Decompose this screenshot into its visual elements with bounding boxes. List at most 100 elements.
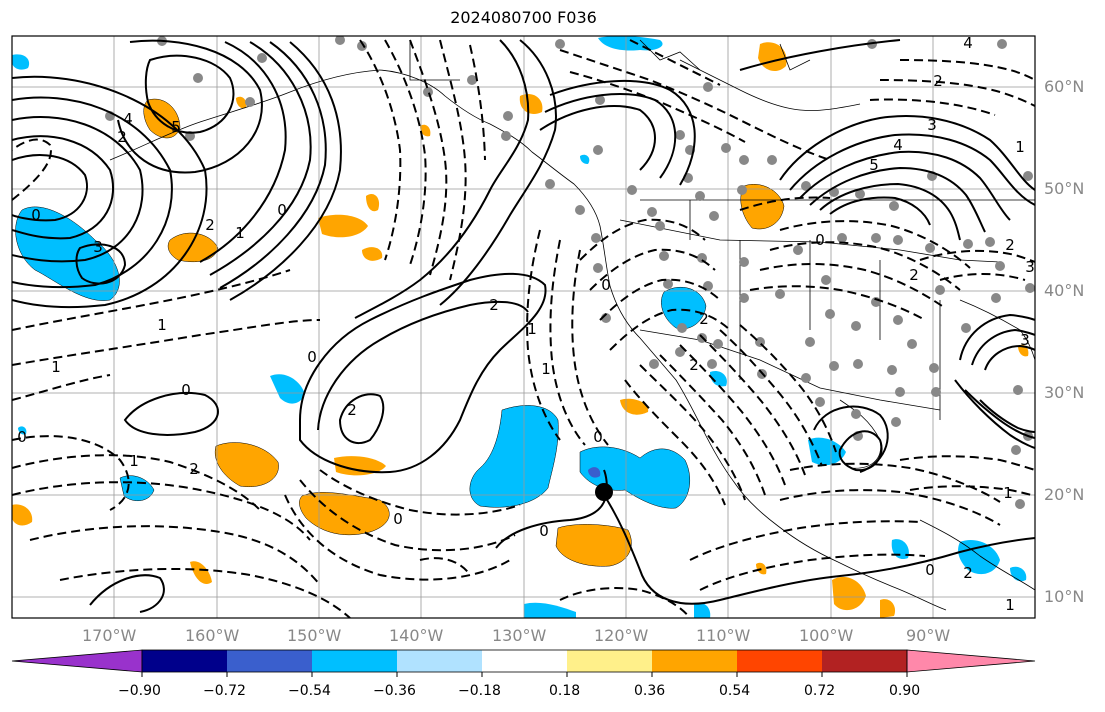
cyan-patch: [694, 602, 711, 618]
lon-label: 130°W: [492, 626, 547, 645]
lat-label: 60°N: [1044, 77, 1085, 96]
cyan-patch: [808, 437, 846, 466]
contour-label: 2: [909, 266, 919, 284]
orange-patch: [12, 504, 33, 526]
orange-patch: [620, 398, 649, 415]
contour-label: 2: [117, 128, 127, 146]
cyan-patch: [710, 370, 727, 387]
colorbar-tick-label: 0.36: [634, 683, 666, 699]
contour-label: 4: [893, 136, 903, 154]
contour-label: 1: [235, 224, 245, 242]
contour-label: 2: [689, 356, 699, 374]
colorbar-cell: [397, 650, 482, 672]
contour-label: 5: [869, 156, 879, 174]
colorbar-cell: [312, 650, 397, 672]
lon-label: 160°W: [185, 626, 240, 645]
dashed-contours: [12, 39, 1035, 618]
lon-label: 170°W: [82, 626, 137, 645]
colorbar-cell: [142, 650, 227, 672]
contour-label: 3: [93, 238, 103, 256]
colorbar-tick-label: 0.72: [804, 683, 836, 699]
lon-label: 100°W: [799, 626, 854, 645]
solid-contours: [12, 39, 1035, 613]
cyan-patch: [469, 405, 559, 508]
colorbar-cell: [11, 649, 143, 673]
contour-label: 0: [31, 206, 41, 224]
cyan-patch: [580, 154, 590, 164]
orange-patch: [756, 562, 767, 575]
lon-label: 150°W: [287, 626, 342, 645]
orange-patch: [236, 96, 247, 109]
orange-patch: [519, 93, 543, 115]
cyan-patch: [524, 602, 576, 618]
lon-label: 90°W: [906, 626, 951, 645]
contour-label: 3: [1020, 331, 1030, 349]
lat-label: 10°N: [1044, 587, 1085, 606]
colorbar-tick-label: −0.72: [203, 683, 246, 699]
colorbar-frame: [141, 649, 908, 673]
contour-label: 0: [277, 201, 287, 219]
lat-label: 40°N: [1044, 281, 1085, 300]
orange-patch: [555, 524, 632, 567]
contour-label: 4: [123, 110, 133, 128]
contour-label: 5: [171, 118, 181, 136]
lon-label: 120°W: [594, 626, 649, 645]
colorbar-tick-label: −0.18: [458, 683, 501, 699]
colorbar-tick-label: 0.90: [889, 683, 921, 699]
coastlines: [109, 39, 1035, 611]
orange-patch: [334, 456, 386, 476]
contour-label: 2: [933, 72, 943, 90]
contour-label: 1: [1003, 484, 1013, 502]
contour-label: 1: [541, 360, 551, 378]
contour-labels: 0 2 3 1 0 1 2 0 1 0 2 1 2 0 1 0 1 2 0 2 …: [17, 34, 1035, 614]
contour-label: 2: [1005, 236, 1015, 254]
colorbar-cell: [482, 650, 567, 672]
contour-label: 1: [1015, 138, 1025, 156]
contour-label: 1: [51, 358, 61, 376]
contour-label: 2: [189, 460, 199, 478]
colorbar-cell: [567, 650, 652, 672]
colorbar-cell: [906, 649, 1036, 673]
center-marker: [595, 483, 613, 501]
colorbar-tick-label: −0.90: [118, 683, 161, 699]
contour-label: 1: [1005, 596, 1015, 614]
contour-label: 0: [815, 231, 825, 249]
orange-patch: [832, 576, 866, 611]
lat-label: 20°N: [1044, 485, 1085, 504]
map-title: 2024080700 F036: [450, 8, 597, 27]
orange-patch: [214, 442, 279, 488]
cyan-patch: [579, 446, 691, 509]
colorbar-cell: [822, 650, 907, 672]
map-frame: [11, 35, 1036, 619]
colorbar-cell: [737, 650, 822, 672]
contour-label: 1: [527, 320, 537, 338]
cyan-patch: [661, 287, 707, 330]
cyan-patch: [958, 540, 1000, 575]
contour-label: 0: [181, 381, 191, 399]
contour-label: 4: [963, 34, 973, 52]
colorbar-tick-label: 0.54: [719, 683, 751, 699]
orange-patch: [366, 193, 380, 212]
contour-label: 0: [925, 561, 935, 579]
lon-label: 110°W: [696, 626, 751, 645]
contour-label: 2: [205, 216, 215, 234]
contour-label: 2: [489, 296, 499, 314]
colorbar-cell: [652, 650, 737, 672]
contour-label: 0: [539, 522, 549, 540]
contour-label: 2: [963, 564, 973, 582]
orange-patch: [420, 124, 431, 137]
contour-label: 0: [307, 348, 317, 366]
orange-patch: [880, 599, 896, 618]
colorbar: [11, 649, 1036, 677]
blue-patch: [588, 467, 601, 478]
colorbar-tick-label: −0.54: [288, 683, 331, 699]
cyan-patch: [12, 54, 30, 70]
contour-label: 1: [129, 452, 139, 470]
contour-label: 2: [699, 310, 709, 328]
contour-label: 0: [393, 510, 403, 528]
orange-patch: [318, 214, 368, 238]
contour-label: 0: [601, 276, 611, 294]
contour-label: 3: [927, 116, 937, 134]
contour-label: 2: [347, 401, 357, 419]
